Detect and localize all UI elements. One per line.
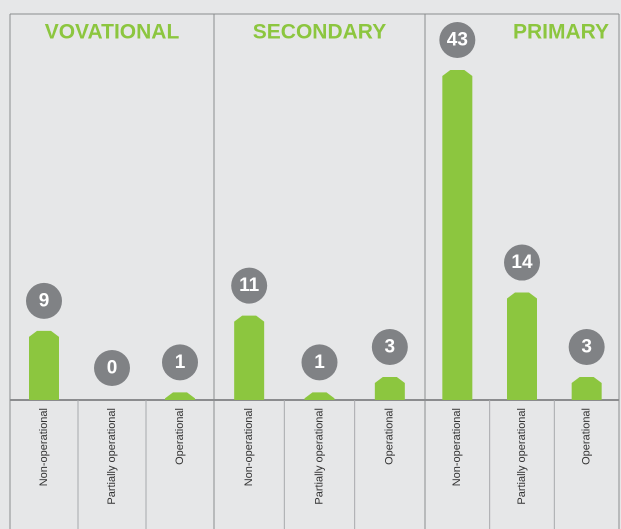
value-bubble [371,328,408,365]
bar [442,70,473,400]
value-label: 11 [239,275,260,296]
value-label: 1 [314,352,325,373]
bar [571,376,602,400]
panel-title: PRIMARY [513,21,609,44]
value-label: 43 [447,30,468,51]
category-label: Non-operational [38,408,50,486]
bar [304,392,335,400]
category-label: Operational [581,408,593,465]
panel-title: SECONDARY [253,21,386,44]
value-bubble [504,244,540,281]
category-label: Non-operational [243,408,255,486]
value-bubble [301,344,338,381]
value-bubble [162,344,198,381]
value-label: 14 [511,252,533,273]
bar [165,392,195,400]
value-bubble [26,282,62,319]
category-label: Operational [174,408,186,465]
bar [507,292,537,400]
value-label: 9 [39,290,50,311]
value-bubble [231,267,268,304]
value-bubble [94,350,130,386]
value-label: 0 [107,358,118,379]
value-label: 1 [175,352,186,373]
category-label: Partially operational [516,408,528,505]
value-bubble [568,328,605,365]
value-label: 3 [385,336,396,357]
category-label: Non-operational [451,408,463,486]
bar [234,315,265,400]
value-label: 3 [581,336,592,357]
category-label: Partially operational [106,408,118,505]
value-bubble [439,22,476,58]
panel-title: VOVATIONAL [45,21,180,44]
category-label: Partially operational [313,408,325,505]
category-label: Operational [384,408,396,465]
bar [374,376,405,400]
bar [29,330,59,400]
